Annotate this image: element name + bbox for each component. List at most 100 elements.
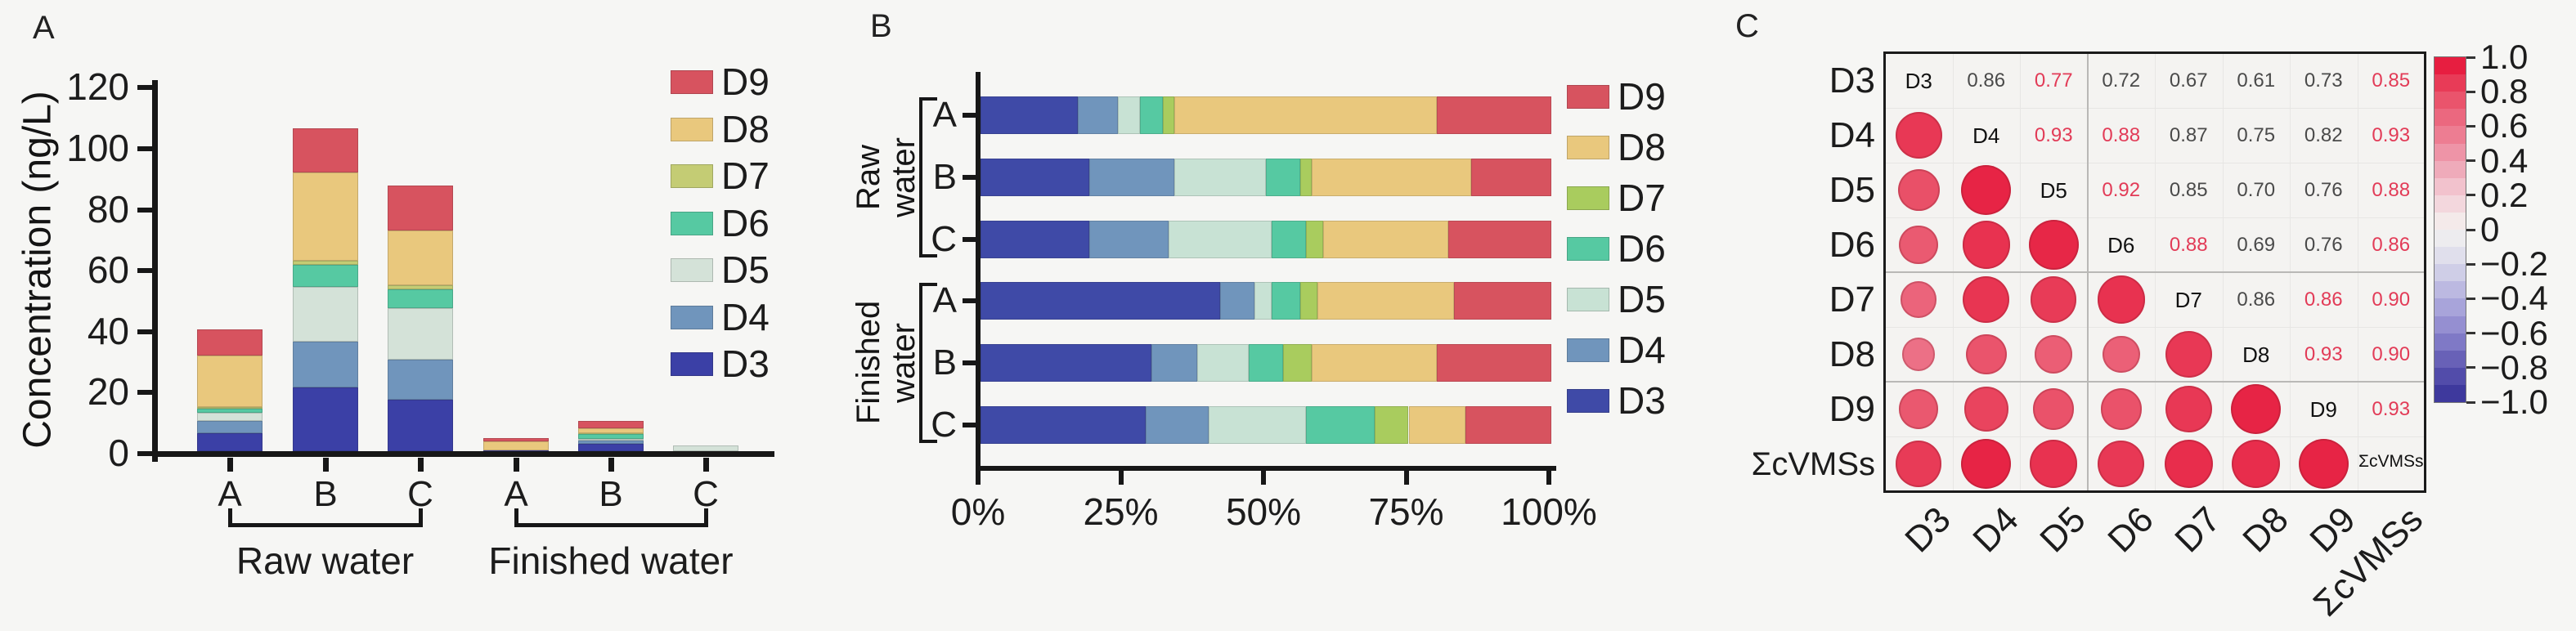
correlation-value: 0.86 — [2372, 233, 2411, 256]
group-label-text: Finished water — [850, 300, 922, 424]
x-tick-mark — [1118, 471, 1124, 485]
y-tick-mark — [963, 175, 976, 180]
colorbar-band — [2435, 367, 2466, 386]
legend-label-D7: D7 — [1618, 177, 1666, 219]
y-axis-line — [152, 80, 158, 462]
colorbar-tick-label: 0.2 — [2480, 175, 2529, 214]
correlation-value: 0.92 — [2102, 178, 2141, 201]
correlation-value: 0.76 — [2304, 178, 2343, 201]
panel-c-correlation-matrix: C D3 D4 D5 D6 D7 D8 D9 ΣcVMSs D3 D4 D5 D6 D7 D8 D9 ΣcVM… — [1717, 0, 2576, 631]
colorbar-tick-label: 0.6 — [2480, 106, 2529, 145]
bar-segment-D8 — [1322, 221, 1449, 258]
bar-segment-D5 — [293, 286, 358, 342]
bar-segment-D6 — [1266, 159, 1300, 196]
bar-segment-D8 — [197, 355, 263, 407]
bar-segment-D6 — [197, 408, 263, 414]
x-tick-mark — [514, 458, 519, 472]
matrix-diagonal-label: D4 — [1972, 123, 2000, 148]
bar-segment-D5 — [1174, 159, 1266, 196]
matrix-col-label: D5 — [2032, 499, 2094, 561]
colorbar-band — [2435, 195, 2466, 213]
correlation-value: 0.87 — [2169, 123, 2208, 146]
x-tick-label: 0% — [950, 490, 1006, 533]
bar-segment-D9 — [293, 128, 358, 172]
y-tick-label: A — [932, 95, 957, 135]
bar-segment-D7 — [388, 284, 453, 290]
bar-segment-D3 — [981, 221, 1089, 258]
x-tick-mark — [227, 458, 233, 472]
correlation-circle — [1895, 112, 1942, 159]
panel-b-percent-chart: B 0% 25% 50% 75% 100% A B C A B C Raw water Finished… — [850, 0, 1717, 631]
legend-label-D8: D8 — [1618, 126, 1666, 168]
colorbar-band — [2435, 247, 2466, 265]
legend-swatch-D3 — [671, 352, 713, 376]
legend-label-D7: D7 — [721, 154, 770, 197]
legend-swatch-D3 — [1567, 389, 1609, 413]
y-tick-mark — [137, 390, 152, 396]
y-tick-label: B — [932, 157, 957, 197]
correlation-circle — [2031, 276, 2077, 323]
panel-a-label: A — [33, 10, 55, 46]
matrix-diagonal-label: D5 — [2040, 177, 2067, 203]
colorbar-band — [2435, 384, 2466, 403]
correlation-value: 0.88 — [2372, 178, 2411, 201]
y-tick-label: 120 — [66, 65, 129, 109]
bar-segment-D7 — [1305, 221, 1323, 258]
bar-segment-D7 — [293, 260, 358, 266]
bar-segment-D7 — [1299, 159, 1312, 196]
colorbar-band — [2435, 298, 2466, 317]
y-tick-mark — [137, 146, 152, 151]
bar-segment-D6 — [1271, 221, 1306, 258]
bar-segment-D9 — [483, 437, 549, 441]
bar-segment-D5 — [673, 445, 738, 451]
legend-swatch-D6 — [671, 211, 713, 235]
colorbar-tick-mark — [2466, 90, 2475, 93]
bar-segment-D7 — [1282, 344, 1312, 382]
matrix-col-label: D7 — [2167, 499, 2228, 561]
bar-segment-D7 — [1163, 96, 1175, 134]
bar-segment-D3 — [578, 443, 644, 451]
bar-segment-D6 — [1249, 344, 1283, 382]
bar-segment-D5 — [197, 413, 263, 421]
correlation-value: 0.85 — [2372, 69, 2411, 92]
x-tick-mark — [323, 458, 329, 472]
group-bracket-end — [919, 97, 937, 101]
correlation-value: 0.72 — [2102, 69, 2141, 92]
y-tick-label: 20 — [87, 370, 129, 414]
y-tick-mark — [137, 207, 152, 213]
x-tick-mark — [608, 458, 614, 472]
bar-segment-D6 — [578, 434, 644, 440]
colorbar-tick-label: −0.4 — [2480, 279, 2548, 318]
x-tick-mark — [418, 458, 424, 472]
correlation-circle — [1966, 333, 2007, 375]
bar-segment-D3 — [981, 406, 1147, 444]
matrix-col-label: D8 — [2234, 499, 2296, 561]
x-tick-mark — [1403, 471, 1409, 485]
bar-segment-D5 — [1209, 406, 1306, 444]
y-tick-label: C — [931, 219, 957, 259]
legend-swatch-D7 — [1567, 186, 1609, 210]
bar-segment-D4 — [388, 360, 453, 400]
correlation-value: 0.86 — [2237, 288, 2276, 311]
correlation-value: 0.86 — [2304, 288, 2343, 311]
bar-segment-D4 — [1077, 96, 1118, 134]
bar-segment-D9 — [388, 186, 453, 230]
legend-label-D9: D9 — [1618, 75, 1666, 118]
x-tick-label: 50% — [1225, 490, 1302, 533]
legend-label-D6: D6 — [1618, 227, 1666, 270]
legend-label-D8: D8 — [721, 107, 770, 150]
x-tick-label: B — [599, 474, 623, 514]
correlation-value: 0.77 — [2034, 69, 2073, 92]
legend-swatch-D9 — [671, 70, 713, 94]
correlation-value: 0.76 — [2304, 233, 2343, 256]
matrix-row-label: D6 — [1829, 224, 1875, 265]
colorbar-tick-label: 0.8 — [2480, 72, 2529, 111]
colorbar-tick-mark — [2466, 262, 2475, 266]
bar-segment-D6 — [388, 289, 453, 308]
quadrant-line — [1885, 271, 2425, 273]
grid-line — [1885, 327, 2425, 328]
group-label: Finished water — [488, 539, 734, 582]
group-bracket-bar — [919, 283, 922, 443]
x-tick-mark — [1546, 471, 1551, 485]
